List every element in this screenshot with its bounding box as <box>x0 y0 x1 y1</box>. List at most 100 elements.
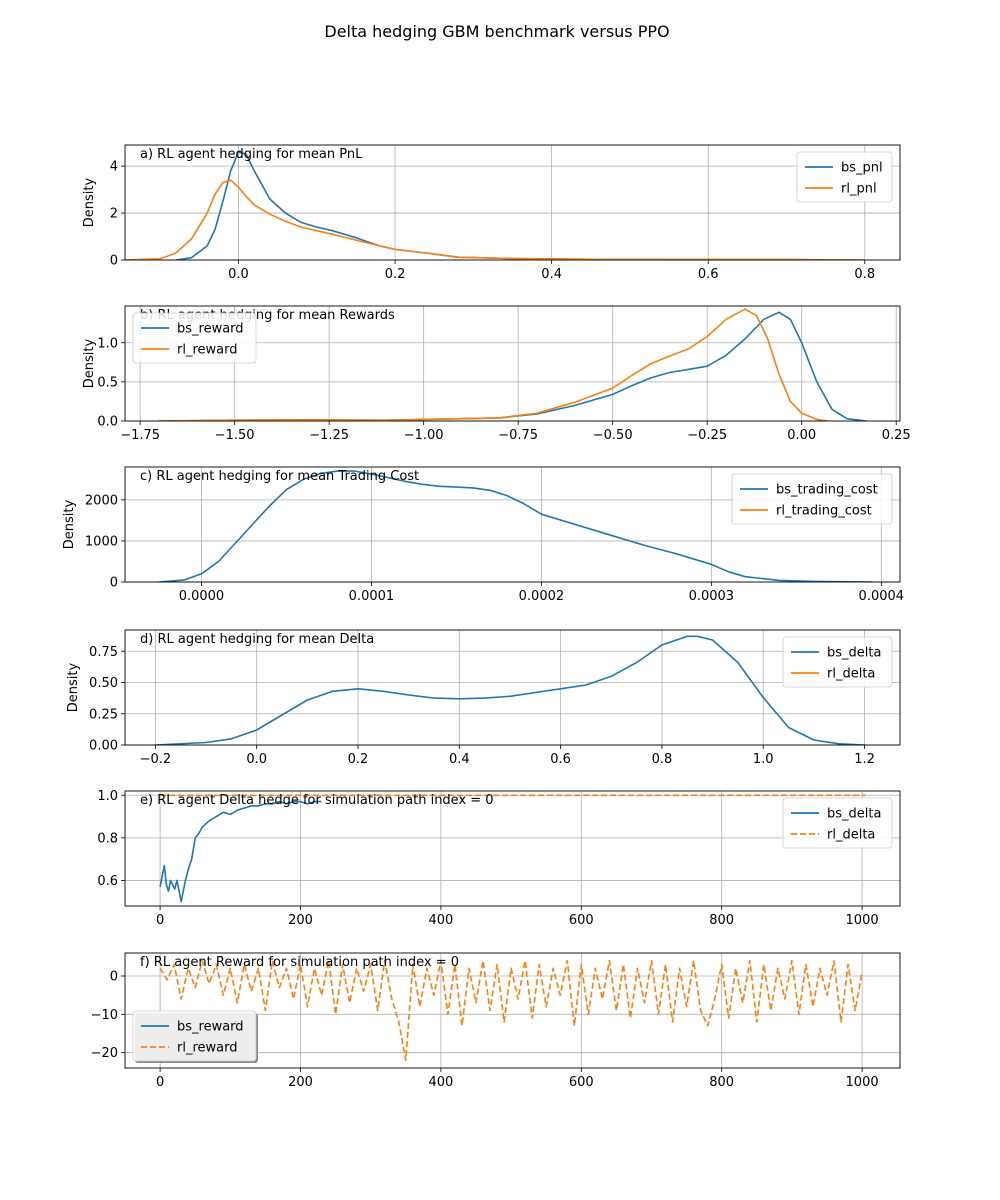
x-tick-label: −0.50 <box>593 428 633 443</box>
series-line-bs_reward <box>158 311 867 421</box>
legend-label-rl_reward: rl_reward <box>177 343 237 358</box>
x-tick-label: 0.0000 <box>179 589 225 604</box>
y-axis-label: Density <box>62 499 77 549</box>
legend-label-bs_pnl: bs_pnl <box>841 161 883 176</box>
y-tick-label: 0.25 <box>89 707 118 722</box>
x-tick-label: 0.2 <box>385 267 406 282</box>
legend-box <box>782 797 893 849</box>
legend: bs_trading_cost rl_trading_cost <box>731 473 893 525</box>
legend-label-bs_delta: bs_delta <box>827 646 881 661</box>
series-line-bs_trading_cost <box>158 470 873 582</box>
axes-frame <box>124 144 901 261</box>
legend-label-rl_trading_cost: rl_trading_cost <box>776 504 872 519</box>
subplot-title: a) RL agent hedging for mean PnL <box>140 147 363 162</box>
legend: bs_reward rl_reward <box>132 312 257 364</box>
x-tick-label: 0.25 <box>882 428 911 443</box>
y-tick-label: 4 <box>110 160 118 175</box>
y-tick-label: 0.00 <box>89 739 118 754</box>
x-tick-label: 0.6 <box>550 752 571 767</box>
x-tick-label: 200 <box>288 913 313 928</box>
axes-frame <box>124 952 901 1069</box>
legend-box <box>782 636 893 688</box>
y-tick-label: 1.0 <box>97 789 118 804</box>
subplot-title: c) RL agent hedging for mean Trading Cos… <box>140 469 419 484</box>
series-line-rl_reward <box>158 308 829 421</box>
y-axis-label: Density <box>82 177 97 227</box>
subplot-title: d) RL agent hedging for mean Delta <box>140 632 374 647</box>
legend: bs_pnl rl_pnl <box>796 151 893 203</box>
axes-frame <box>124 790 901 907</box>
x-tick-label: 1.0 <box>753 752 774 767</box>
x-tick-label: −1.00 <box>404 428 444 443</box>
x-tick-label: −0.25 <box>687 428 727 443</box>
x-tick-label: −0.75 <box>498 428 538 443</box>
subplot-f: 0 200 400 600 800 1000 −20 −10 0 f) RL agent Rewa… <box>91 952 901 1090</box>
legend-box <box>132 312 257 364</box>
axes-frame <box>124 629 901 746</box>
y-tick-label: 0.50 <box>89 676 118 691</box>
legend-label-rl_delta: rl_delta <box>827 828 875 843</box>
x-tick-label: 0.4 <box>541 267 562 282</box>
x-tick-label: −1.75 <box>120 428 160 443</box>
y-tick-label: −10 <box>91 1008 118 1023</box>
x-tick-label: 0.6 <box>698 267 719 282</box>
y-tick-label: 0.75 <box>89 645 118 660</box>
y-tick-label: 0.0 <box>97 415 118 430</box>
x-tick-label: 0.4 <box>449 752 470 767</box>
axes-frame <box>124 466 901 583</box>
y-tick-label: 0.8 <box>97 831 118 846</box>
legend: bs_reward rl_reward <box>132 1010 258 1063</box>
legend: bs_delta rl_delta <box>782 636 893 688</box>
y-axis-label: Density <box>66 662 81 712</box>
series-line-bs_delta <box>155 635 865 745</box>
x-tick-label: 600 <box>569 1075 594 1090</box>
subplot-e: 0 200 400 600 800 1000 0.6 0.8 1.0 e) RL agent De… <box>97 789 901 928</box>
subplot-c: 0.0000 0.0001 0.0002 0.0003 0.0004 0 1000 2000 c… <box>62 466 904 604</box>
legend-label-rl_pnl: rl_pnl <box>841 182 877 197</box>
y-tick-label: −20 <box>91 1046 118 1061</box>
subplot-a: 0.0 0.2 0.4 0.6 0.8 0 2 4 a) RL agent hedging fo… <box>82 144 901 282</box>
x-tick-label: −1.25 <box>309 428 349 443</box>
x-tick-label: −0.2 <box>140 752 172 767</box>
x-tick-label: −1.50 <box>215 428 255 443</box>
x-tick-label: 1000 <box>846 913 879 928</box>
legend-box <box>796 151 893 203</box>
x-tick-label: 400 <box>428 913 453 928</box>
series-line-rl_pnl <box>125 179 865 260</box>
legend-label-rl_reward: rl_reward <box>177 1041 237 1056</box>
y-tick-label: 1.0 <box>97 336 118 351</box>
legend-label-bs_trading_cost: bs_trading_cost <box>776 483 878 498</box>
y-tick-label: 1000 <box>85 534 118 549</box>
y-tick-label: 0.6 <box>97 874 118 889</box>
subplot-title: e) RL agent Delta hedge for simulation p… <box>140 793 494 808</box>
x-tick-label: 0 <box>156 913 164 928</box>
x-tick-label: 0.0002 <box>519 589 565 604</box>
y-tick-label: 0.5 <box>97 375 118 390</box>
legend-label-bs_reward: bs_reward <box>177 322 244 337</box>
y-tick-label: 2000 <box>85 493 118 508</box>
y-axis-label: Density <box>82 338 97 388</box>
x-tick-label: 0.8 <box>854 267 875 282</box>
x-tick-label: 1000 <box>846 1075 879 1090</box>
x-tick-label: 400 <box>428 1075 453 1090</box>
x-tick-label: 0.8 <box>652 752 673 767</box>
series-line-bs_delta <box>159 800 322 903</box>
x-tick-label: 800 <box>709 913 734 928</box>
x-tick-label: 0.0 <box>246 752 267 767</box>
x-tick-label: 800 <box>709 1075 734 1090</box>
x-tick-label: 0.00 <box>787 428 816 443</box>
legend-label-bs_delta: bs_delta <box>827 807 881 822</box>
subplot-b: −1.75 −1.50 −1.25 −1.00 −0.75 −0.50 −0.25 0.00 0… <box>82 305 911 443</box>
y-tick-label: 0 <box>110 254 118 269</box>
y-tick-label: 0 <box>110 970 118 985</box>
x-tick-label: 600 <box>569 913 594 928</box>
legend-label-bs_reward: bs_reward <box>177 1020 244 1035</box>
subplot-d: −0.2 0.0 0.2 0.4 0.6 0.8 1.0 1.2 0.00 0.25 0.50 0.7… <box>66 629 901 767</box>
x-tick-label: 0.0001 <box>349 589 395 604</box>
series-line-rl_reward <box>159 959 863 1062</box>
legend-label-rl_delta: rl_delta <box>827 667 875 682</box>
axes-frame <box>124 305 901 422</box>
y-tick-label: 2 <box>110 207 118 222</box>
x-tick-label: 0.2 <box>348 752 369 767</box>
